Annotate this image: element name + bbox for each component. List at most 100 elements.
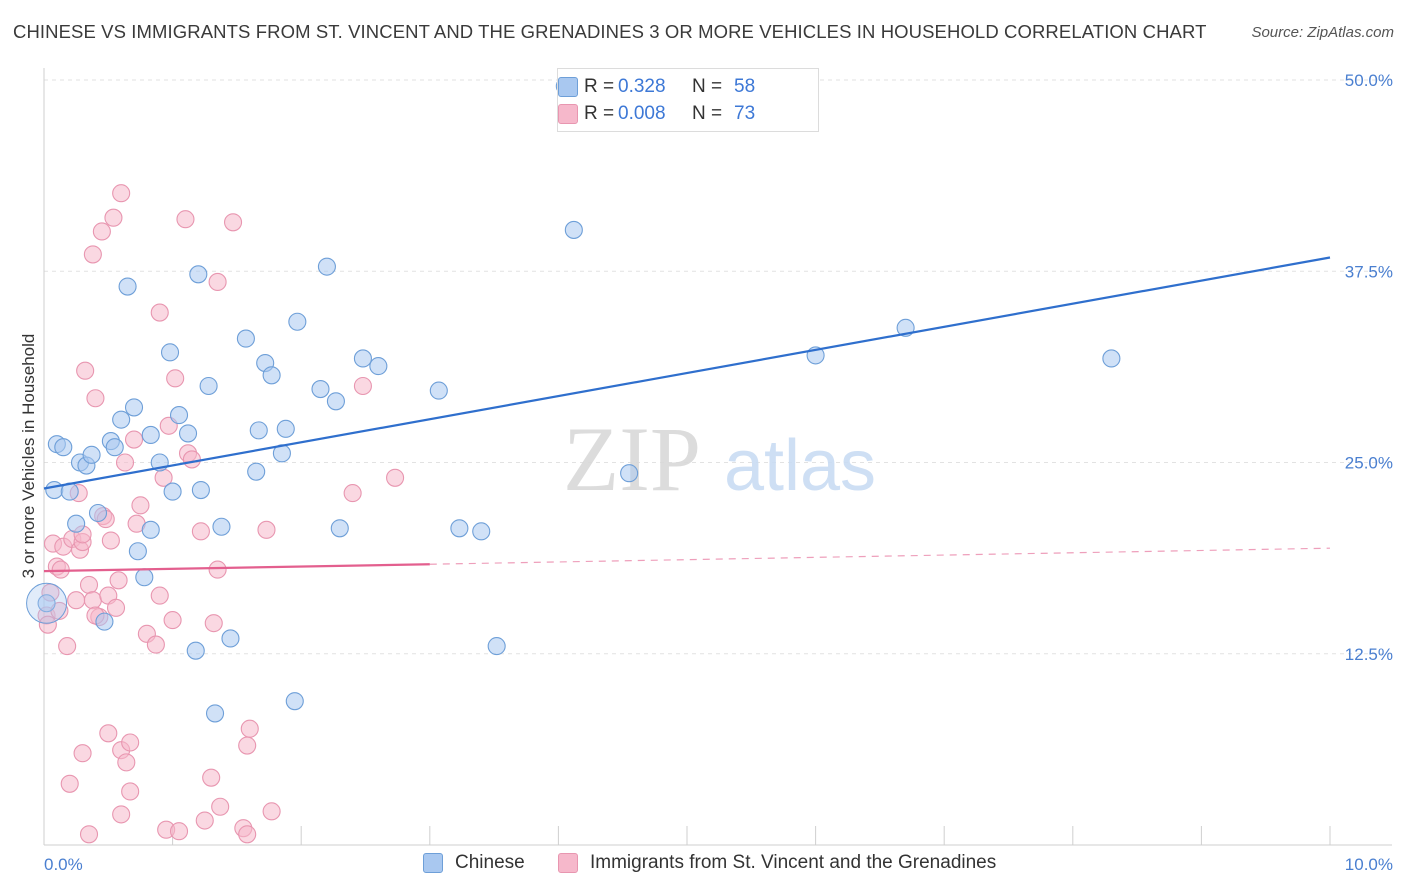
svg-point [211,797,230,816]
svg-point [106,598,126,617]
chart-title: CHINESE VS IMMIGRANTS FROM ST. VINCENT A… [13,21,1207,42]
watermark: ZIP atlas [563,408,876,510]
svg-point [67,591,86,610]
chinese-point [205,704,225,723]
trend-line-chinese [43,256,1331,490]
x-tick-label: 0.0% [44,855,83,874]
svg-point [223,213,243,232]
source-label: Source: ZipAtlas.com [1251,24,1394,41]
chinese-point [311,380,330,399]
chinese-point [472,522,491,541]
svg-point [83,591,102,610]
trend-line-svg-solid [43,563,430,573]
legend-r-label: R = [584,76,615,97]
svg-point [38,615,57,634]
series-pink-points [37,184,405,844]
svg-point [104,208,123,227]
chinese-point [105,438,124,457]
svg-point [112,184,131,203]
svg-point [51,560,70,579]
svg-point [343,484,362,503]
svg-point [150,303,169,322]
legend-n-label: N = [692,103,723,124]
legend-row-svg: R = 0.008 N = 73 [558,101,755,127]
chinese-point [82,445,101,464]
chinese-point [95,612,114,631]
chinese-point [163,482,182,501]
svg-point [163,611,182,630]
bottom-legend-swatch-blue [423,853,443,873]
legend-swatch-blue [558,77,578,97]
legend-r-value: 0.328 [618,76,666,97]
chinese-point [429,381,448,400]
x-tick-label: 10.0% [1345,855,1393,874]
svg-point [240,719,259,738]
svg-point [262,802,281,821]
chinese-point [317,257,336,276]
chinese-point [189,265,208,284]
svg-point [169,822,189,841]
svg-point [131,496,150,515]
svg-point [112,805,131,824]
y-axis-label: 3 or more Vehicles in Household [19,334,38,579]
svg-point [195,811,214,830]
chinese-point [620,464,639,483]
trend-line-svg-dashed [429,547,1331,565]
svg-point [73,744,92,763]
chinese-point [276,419,295,438]
svg-point [60,774,79,793]
trend-lines [43,256,1331,573]
legend-r-label: R = [584,103,615,124]
svg-point [386,468,405,487]
chinese-point [54,438,73,457]
svg-point [191,522,210,541]
svg-point [238,825,257,844]
chinese-point [128,542,147,561]
legend-row-chinese: R = 0.328 N = 58 [558,74,756,100]
svg-point [109,571,128,590]
chinese-point [141,520,160,539]
chinese-point [285,692,304,711]
svg-point [202,768,221,787]
chinese-point [353,349,372,368]
chinese-point [199,376,218,396]
chinese-point [450,519,469,538]
bottom-legend-label-chinese: Chinese [455,852,525,873]
svg-point [166,369,185,388]
bottom-legend-chinese: Chinese [423,852,525,874]
legend-n-label: N = [692,76,723,97]
svg-point [101,531,120,550]
y-tick-label: 25.0% [1345,454,1393,473]
chinese-point [169,406,189,425]
chinese-point [262,366,281,385]
chinese-point [236,329,255,348]
svg-point [204,614,223,633]
chinese-point [369,357,388,376]
chinese-point [1102,349,1121,368]
series-blue-points [26,77,1121,723]
chinese-point [178,424,198,443]
chinese-point [487,637,506,656]
legend-swatch-pink [558,104,578,124]
svg-point [86,389,105,408]
svg-point [117,753,136,772]
svg-point [124,430,144,449]
chinese-point [88,503,108,523]
legend: R = 0.328 N = 58 R = 0.008 N = 73 [557,68,819,132]
chinese-point [141,425,160,445]
chinese-point [37,594,56,613]
chinese-point [67,514,86,533]
chinese-point [135,568,154,587]
legend-n-value: 58 [734,76,756,97]
y-tick-label: 50.0% [1345,71,1393,90]
watermark-zip: ZIP [563,408,701,510]
svg-point [79,825,99,844]
svg-point [238,736,257,755]
svg-point [176,210,195,229]
svg-point [58,637,77,656]
y-tick-label: 37.5% [1345,262,1393,281]
svg-point [79,575,99,594]
svg-point [76,361,95,380]
chinese-point [247,462,266,481]
chinese-point [118,277,137,296]
